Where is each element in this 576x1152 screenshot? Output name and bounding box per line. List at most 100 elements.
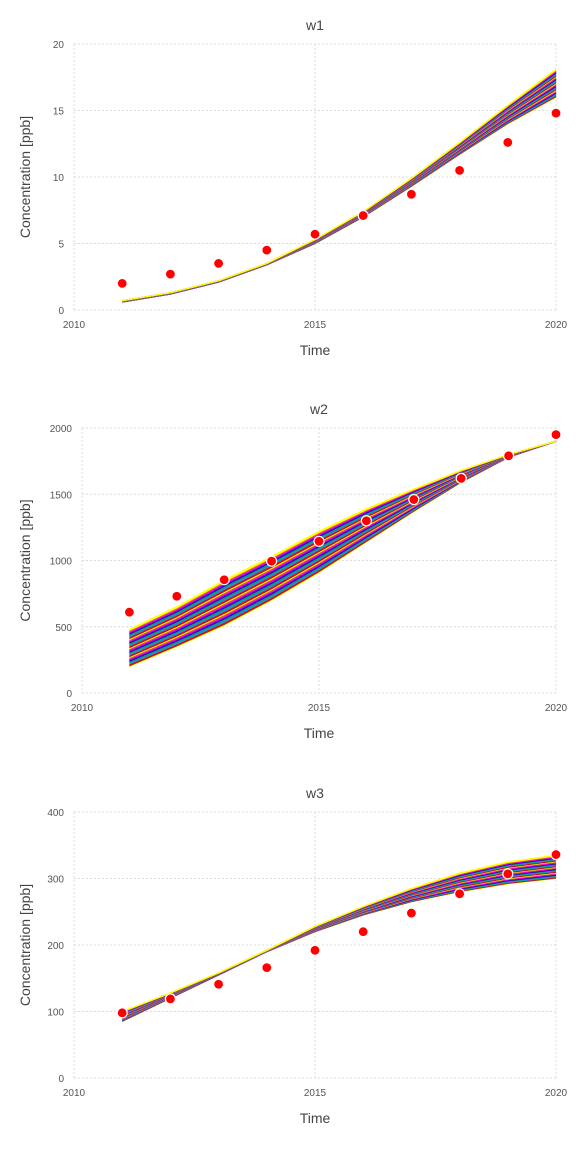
y-tick-label: 5: [58, 240, 64, 251]
ensemble-line: [121, 865, 557, 1017]
ensemble-line: [122, 77, 557, 302]
data-point: [550, 848, 562, 861]
scatter-series: [116, 107, 562, 289]
ensemble-line: [121, 871, 557, 1020]
ensemble-line: [122, 70, 557, 302]
chart-title: w3: [305, 785, 324, 801]
chart-title: w1: [305, 17, 324, 33]
ensemble-line: [122, 70, 557, 302]
ensemble-line: [121, 874, 557, 1021]
ensemble-band: [122, 68, 557, 303]
x-axis-label: Time: [300, 1110, 331, 1126]
x-tick-label: 2010: [63, 1088, 86, 1099]
ensemble-line: [122, 80, 557, 302]
x-axis-label: Time: [304, 725, 335, 741]
data-point: [164, 268, 176, 280]
data-point: [213, 978, 225, 990]
x-tick-label: 2020: [545, 1088, 568, 1099]
data-point: [502, 868, 514, 880]
y-tick-label: 200: [47, 941, 64, 952]
data-point: [550, 107, 562, 119]
data-point: [360, 515, 372, 527]
data-point: [454, 888, 466, 900]
ensemble-line: [121, 872, 557, 1020]
ensemble-line: [121, 868, 557, 1019]
y-axis-label: Concentration [ppb]: [17, 116, 33, 238]
ensemble-line: [122, 74, 557, 302]
scatter-series: [123, 429, 562, 618]
data-point: [357, 209, 369, 222]
ensemble-line: [121, 866, 557, 1018]
data-point: [116, 1007, 128, 1019]
ensemble-line: [121, 877, 557, 1022]
ensemble-line: [121, 867, 557, 1018]
ensemble-line: [121, 873, 557, 1021]
ensemble-line: [121, 865, 557, 1017]
ensemble-line: [121, 869, 557, 1019]
data-point: [455, 472, 467, 484]
ensemble-line: [122, 72, 557, 302]
ensemble-line: [122, 80, 557, 302]
data-point: [218, 574, 230, 586]
ensemble-line: [122, 81, 557, 302]
data-point: [550, 429, 562, 441]
data-point: [503, 450, 515, 462]
data-point: [261, 962, 273, 974]
data-point: [454, 164, 466, 176]
ensemble-line: [121, 864, 557, 1017]
ensemble-line: [121, 867, 557, 1018]
data-point: [171, 590, 183, 602]
chart-panel-w3: 0 100 200 300 400 2010 2015 2020 w3 Time Concentra…: [17, 785, 568, 1126]
data-point: [116, 277, 128, 289]
y-tick-label: 1500: [50, 490, 73, 501]
ensemble-line: [122, 79, 557, 302]
ensemble-line: [122, 78, 557, 302]
y-tick-label: 300: [47, 875, 64, 886]
data-point: [266, 555, 278, 567]
ensemble-line: [121, 873, 557, 1021]
data-point: [502, 136, 514, 149]
data-point: [408, 493, 420, 506]
y-tick-label: 10: [53, 173, 65, 184]
x-tick-label: 2015: [304, 320, 327, 331]
y-tick-label: 1000: [50, 557, 73, 568]
grid: [73, 43, 557, 311]
ensemble-line: [122, 75, 557, 302]
ensemble-band: [129, 440, 557, 668]
y-tick-label: 20: [53, 40, 65, 51]
data-point: [164, 993, 176, 1005]
ensemble-line: [122, 72, 557, 302]
data-point: [261, 244, 273, 256]
y-tick-label: 0: [66, 689, 72, 700]
y-tick-label: 400: [47, 808, 64, 819]
x-tick-label: 2020: [545, 703, 568, 714]
x-axis-label: Time: [300, 342, 331, 358]
data-point: [357, 926, 369, 938]
x-tick-label: 2010: [63, 320, 86, 331]
x-tick-label: 2020: [545, 320, 568, 331]
ensemble-line: [122, 74, 557, 302]
ensemble-line: [122, 78, 557, 302]
ensemble-line: [122, 82, 557, 302]
y-tick-label: 100: [47, 1008, 64, 1019]
x-tick-label: 2015: [308, 703, 331, 714]
ensemble-line: [129, 440, 557, 630]
ensemble-line: [121, 864, 557, 1017]
ensemble-line: [122, 68, 557, 302]
data-point: [123, 606, 135, 618]
ensemble-line: [121, 876, 557, 1022]
ensemble-line: [122, 73, 557, 302]
data-point: [405, 907, 417, 919]
ensemble-line: [121, 876, 557, 1022]
ensemble-line: [122, 83, 557, 303]
ensemble-line: [121, 875, 557, 1021]
ensemble-line: [121, 875, 557, 1022]
y-tick-label: 2000: [50, 424, 73, 435]
ensemble-line: [121, 868, 557, 1018]
ensemble-band: [121, 854, 557, 1023]
ensemble-line: [121, 872, 557, 1020]
x-tick-label: 2015: [304, 1088, 327, 1099]
x-tick-label: 2010: [71, 703, 94, 714]
y-tick-label: 0: [58, 1074, 64, 1085]
